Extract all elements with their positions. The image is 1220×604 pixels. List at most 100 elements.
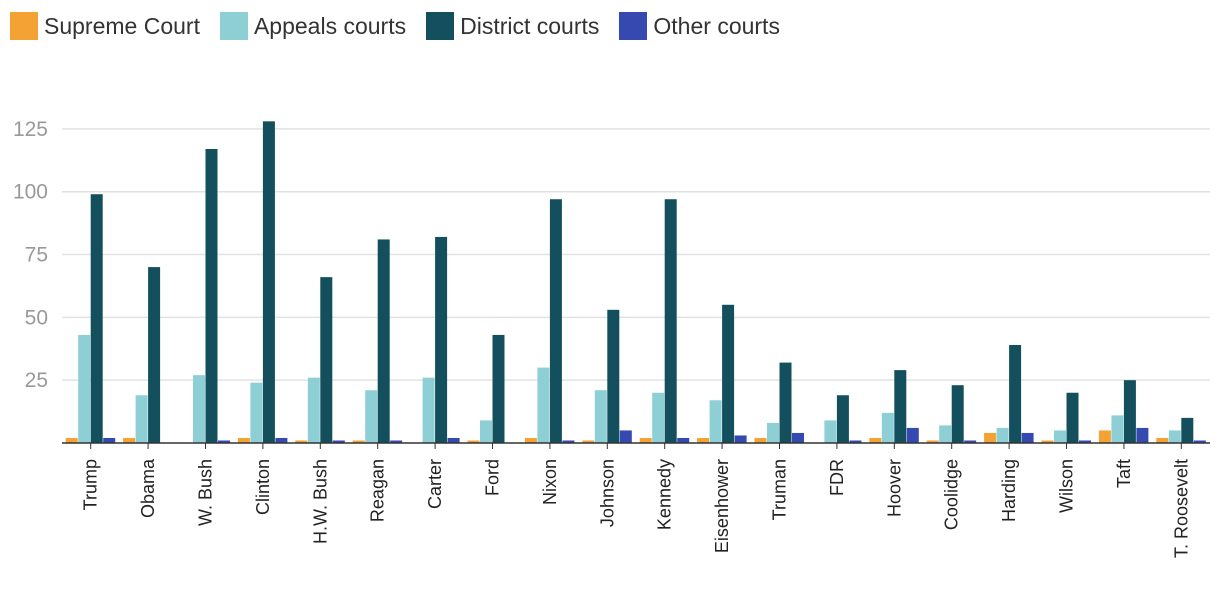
bar-johnson-other-courts: [619, 430, 632, 443]
bar-johnson-supreme-court: [582, 440, 595, 443]
bar-clinton-other-courts: [275, 437, 288, 443]
bar-clinton-supreme-court: [237, 437, 250, 443]
bar-johnson-appeals-courts: [594, 390, 607, 443]
x-tick-label-trump: Trump: [81, 459, 101, 510]
x-tick-label-h-w-bush: H.W. Bush: [310, 459, 330, 544]
x-tick-label-hoover: Hoover: [884, 459, 904, 517]
bar-harding-appeals-courts: [996, 427, 1009, 443]
bar-coolidge-appeals-courts: [939, 425, 952, 443]
y-tick-label-25: 25: [25, 369, 48, 392]
bar-w-bush-other-courts: [218, 440, 230, 443]
bar-truman-other-courts: [792, 432, 804, 443]
bar-nixon-other-courts: [562, 440, 575, 443]
bar-harding-district-courts: [1009, 344, 1022, 443]
bar-taft-other-courts: [1136, 427, 1149, 443]
bar-harding-other-courts: [1021, 432, 1034, 443]
bar-taft-supreme-court: [1098, 430, 1111, 443]
legend-item-supreme-court: Supreme Court: [10, 12, 200, 40]
x-tick-label-truman: Truman: [770, 459, 790, 520]
legend-item-district-courts: District courts: [426, 12, 599, 40]
bar-carter-appeals-courts: [422, 377, 435, 443]
x-tick-label-eisenhower: Eisenhower: [712, 459, 732, 553]
bar-t-roosevelt-district-courts: [1181, 417, 1194, 443]
bar-coolidge-supreme-court: [926, 440, 939, 443]
bar-johnson-district-courts: [607, 309, 620, 443]
x-tick-label-taft: Taft: [1114, 459, 1134, 488]
bar-eisenhower-supreme-court: [697, 437, 710, 443]
legend-item-other-courts: Other courts: [619, 12, 780, 40]
legend-label-supreme-court: Supreme Court: [44, 12, 200, 39]
y-tick-label-100: 100: [13, 181, 48, 204]
bar-ford-appeals-courts: [480, 420, 492, 443]
bar-w-bush-district-courts: [205, 148, 218, 444]
legend: Supreme Court Appeals courts District co…: [10, 10, 800, 42]
bar-nixon-appeals-courts: [537, 367, 550, 443]
bar-fdr-other-courts: [849, 440, 862, 443]
bar-obama-district-courts: [148, 267, 161, 443]
x-tick-label-w-bush: W. Bush: [196, 459, 216, 526]
bar-nixon-district-courts: [549, 199, 562, 443]
bar-t-roosevelt-appeals-courts: [1168, 430, 1181, 443]
bar-truman-district-courts: [779, 362, 792, 443]
bars: [65, 121, 1206, 444]
bar-kennedy-district-courts: [664, 199, 677, 443]
y-tick-label-50: 50: [25, 306, 48, 329]
x-tick-label-johnson: Johnson: [597, 459, 617, 527]
bar-reagan-other-courts: [390, 440, 403, 443]
bar-hoover-supreme-court: [869, 437, 882, 443]
legend-swatch-other-courts: [619, 12, 648, 40]
legend-label-other-courts: Other courts: [653, 12, 780, 39]
bar-h-w-bush-supreme-court: [295, 440, 308, 443]
bar-truman-appeals-courts: [767, 422, 779, 443]
x-tick-label-t-roosevelt: T. Roosevelt: [1171, 459, 1191, 558]
x-tick-label-kennedy: Kennedy: [655, 459, 675, 530]
bar-clinton-district-courts: [262, 121, 275, 443]
bar-ford-district-courts: [492, 334, 505, 443]
bar-w-bush-appeals-courts: [193, 375, 205, 443]
bar-nixon-supreme-court: [524, 437, 537, 443]
bar-fdr-appeals-courts: [824, 420, 837, 443]
legend-swatch-appeals-courts: [219, 12, 248, 40]
bar-trump-district-courts: [90, 194, 103, 443]
bar-wilson-supreme-court: [1041, 440, 1054, 443]
bar-wilson-other-courts: [1079, 440, 1091, 443]
bar-trump-other-courts: [103, 437, 116, 443]
bar-obama-supreme-court: [123, 437, 136, 443]
bar-harding-supreme-court: [984, 432, 997, 443]
x-tick-label-clinton: Clinton: [253, 459, 273, 515]
bar-wilson-district-courts: [1066, 392, 1079, 443]
bar-ford-supreme-court: [467, 440, 480, 443]
x-tick-label-fdr: FDR: [827, 459, 847, 496]
x-tick-label-ford: Ford: [483, 459, 503, 496]
x-tick-label-obama: Obama: [138, 458, 158, 518]
bar-coolidge-other-courts: [964, 440, 977, 443]
bar-carter-district-courts: [435, 236, 448, 443]
bar-wilson-appeals-courts: [1054, 430, 1066, 443]
x-tick-label-reagan: Reagan: [368, 459, 388, 522]
bar-taft-appeals-courts: [1111, 415, 1124, 443]
legend-label-district-courts: District courts: [460, 12, 600, 39]
bar-eisenhower-appeals-courts: [709, 400, 722, 443]
bar-t-roosevelt-other-courts: [1193, 440, 1206, 443]
bar-reagan-appeals-courts: [365, 390, 378, 443]
bar-coolidge-district-courts: [951, 385, 964, 443]
y-tick-label-75: 75: [25, 244, 48, 267]
bar-clinton-appeals-courts: [250, 382, 263, 443]
bar-kennedy-appeals-courts: [652, 392, 665, 443]
bar-obama-appeals-courts: [135, 395, 148, 443]
bar-t-roosevelt-supreme-court: [1156, 437, 1169, 443]
bar-h-w-bush-other-courts: [332, 440, 345, 443]
x-axis-ticks: Trump Obama W. Bush Clinton H.W. Bush Reagan C…: [81, 443, 1191, 558]
bar-hoover-other-courts: [906, 427, 919, 443]
bar-taft-district-courts: [1123, 380, 1136, 443]
bar-trump-appeals-courts: [78, 334, 91, 443]
bar-trump-supreme-court: [65, 437, 78, 443]
x-tick-label-nixon: Nixon: [540, 459, 560, 505]
bar-hoover-appeals-courts: [881, 412, 894, 443]
bar-kennedy-supreme-court: [639, 437, 652, 443]
bar-eisenhower-other-courts: [734, 435, 747, 443]
x-tick-label-wilson: Wilson: [1057, 459, 1077, 513]
bar-truman-supreme-court: [754, 437, 767, 443]
bar-carter-other-courts: [447, 437, 460, 443]
